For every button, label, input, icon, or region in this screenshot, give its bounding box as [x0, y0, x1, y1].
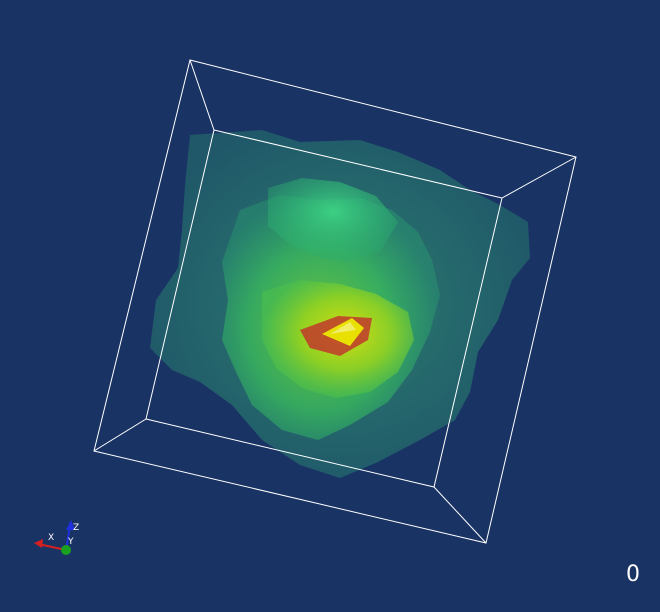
bounding-box-edge — [189, 59, 215, 131]
isosurface-core-highlight — [330, 322, 356, 334]
x-axis-arrow — [34, 539, 43, 548]
bounding-box-edge — [93, 418, 147, 452]
y-axis-label: Y — [67, 537, 74, 547]
bounding-box-edge — [433, 486, 487, 544]
z-axis-arrow — [66, 520, 75, 530]
y-axis-marker — [61, 545, 71, 555]
z-axis-label: Z — [73, 523, 79, 533]
frame-counter: 0 — [626, 562, 640, 587]
isosurface-upper-lobe — [268, 178, 398, 262]
isosurface-volume — [150, 130, 530, 478]
bounding-box — [93, 59, 577, 544]
orientation-axes: X Y Z — [34, 520, 79, 555]
x-axis-label: X — [48, 533, 54, 543]
bounding-box-edge — [501, 156, 577, 199]
